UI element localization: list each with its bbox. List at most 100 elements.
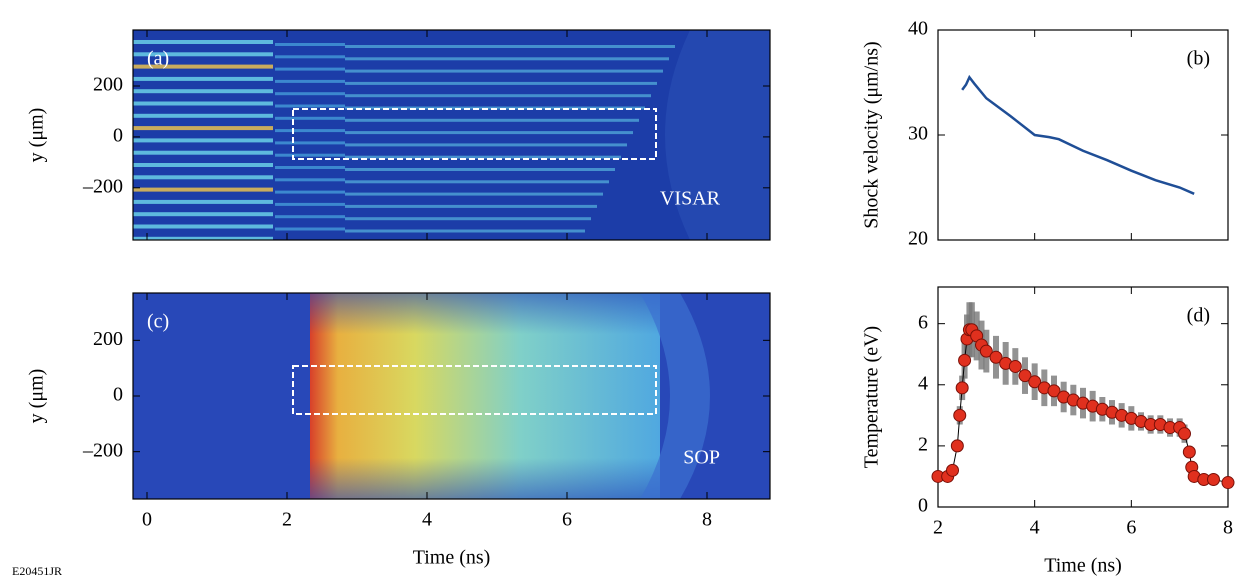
fringe	[275, 166, 345, 169]
annotation: VISAR	[660, 188, 721, 210]
fringe	[345, 45, 675, 48]
y-tick-label: 30	[908, 123, 928, 145]
plot-frame	[937, 286, 1229, 508]
y-tick-label: 4	[918, 372, 928, 394]
fringe	[275, 79, 345, 83]
fringe	[275, 67, 345, 71]
fringe	[345, 131, 633, 135]
fringe	[275, 116, 345, 120]
fringe	[133, 76, 273, 81]
point	[1008, 359, 1022, 373]
sop-image	[133, 293, 770, 499]
y-tick-label: 20	[908, 228, 928, 250]
fringe	[133, 187, 273, 192]
y-tick-label: –200	[82, 175, 123, 197]
plot-frame	[937, 29, 1229, 241]
point	[1207, 473, 1220, 486]
y-axis-label: Temperature (eV)	[861, 326, 883, 468]
panel-label: (b)	[1187, 48, 1210, 70]
y-tick-label: –200	[82, 439, 123, 461]
fringe	[133, 126, 273, 131]
fringe	[133, 138, 273, 143]
fringe	[275, 104, 345, 108]
fringe	[133, 101, 273, 106]
fringe	[133, 175, 273, 180]
fringe	[133, 199, 273, 204]
x-tick-label: 4	[1030, 517, 1040, 539]
fringe	[133, 113, 273, 118]
y-tick-label: 40	[908, 18, 928, 40]
point	[979, 344, 993, 358]
region-box	[292, 108, 657, 160]
point	[1182, 445, 1196, 459]
fringe	[275, 227, 345, 231]
fringe	[275, 190, 345, 194]
point	[946, 463, 959, 477]
fringe	[133, 236, 273, 240]
fringe	[133, 163, 273, 167]
region-box	[292, 365, 657, 415]
x-tick-label: 6	[562, 509, 572, 531]
x-tick-label: 6	[1126, 517, 1136, 539]
fringe	[133, 52, 273, 57]
data-line	[961, 74, 1195, 195]
x-axis-label: Time (ns)	[413, 547, 491, 569]
y-tick-label: 0	[918, 495, 928, 517]
fringe	[275, 92, 345, 96]
y-tick-label: 200	[93, 328, 123, 350]
fringe	[345, 192, 603, 196]
y-axis-label: Shock velocity (μm/ns)	[861, 41, 883, 228]
point	[953, 408, 967, 422]
point	[1221, 476, 1235, 490]
fringe	[275, 43, 345, 46]
point	[989, 350, 1003, 364]
panel-label: (d)	[1187, 305, 1210, 327]
fringe	[345, 94, 651, 98]
annotation: SOP	[683, 447, 720, 469]
fringe	[345, 69, 663, 73]
fringe	[133, 212, 273, 217]
y-axis-label: y (μm)	[26, 369, 48, 424]
x-tick-label: 2	[933, 517, 943, 539]
fringe	[275, 55, 345, 59]
emission-tail	[640, 293, 710, 499]
x-tick-label: 4	[422, 509, 432, 531]
fringe	[275, 202, 345, 206]
point	[955, 381, 969, 395]
shock-front	[665, 30, 770, 240]
fringe	[345, 242, 579, 245]
fringe	[275, 215, 345, 219]
fringe	[345, 229, 585, 233]
fringe	[345, 57, 669, 61]
fringe	[345, 217, 591, 221]
point	[958, 353, 972, 367]
fringe	[345, 204, 597, 208]
y-tick-label: 200	[93, 74, 123, 96]
fringe	[345, 155, 621, 159]
footer: E20451JR	[12, 564, 62, 578]
fringe	[345, 81, 657, 85]
panel-label: (a)	[147, 48, 169, 70]
fringe	[275, 153, 345, 157]
fringe	[133, 89, 273, 94]
fringe	[345, 118, 639, 122]
y-tick-label: 6	[918, 311, 928, 333]
fringe	[133, 150, 273, 155]
fringe	[345, 168, 615, 171]
x-tick-label: 8	[702, 509, 712, 531]
fringe	[345, 143, 627, 147]
point	[1047, 384, 1061, 398]
point	[1178, 427, 1191, 441]
visar-image	[133, 30, 770, 245]
point	[1018, 369, 1032, 383]
emission-fade	[310, 293, 660, 499]
x-tick-label: 0	[142, 509, 152, 531]
fringe	[345, 180, 609, 184]
y-axis-label: y (μm)	[26, 108, 48, 163]
x-tick-label: 2	[282, 509, 292, 531]
fringe	[133, 40, 273, 44]
y-tick-label: 0	[113, 125, 123, 147]
y-tick-label: 0	[113, 384, 123, 406]
x-tick-label: 8	[1223, 517, 1233, 539]
